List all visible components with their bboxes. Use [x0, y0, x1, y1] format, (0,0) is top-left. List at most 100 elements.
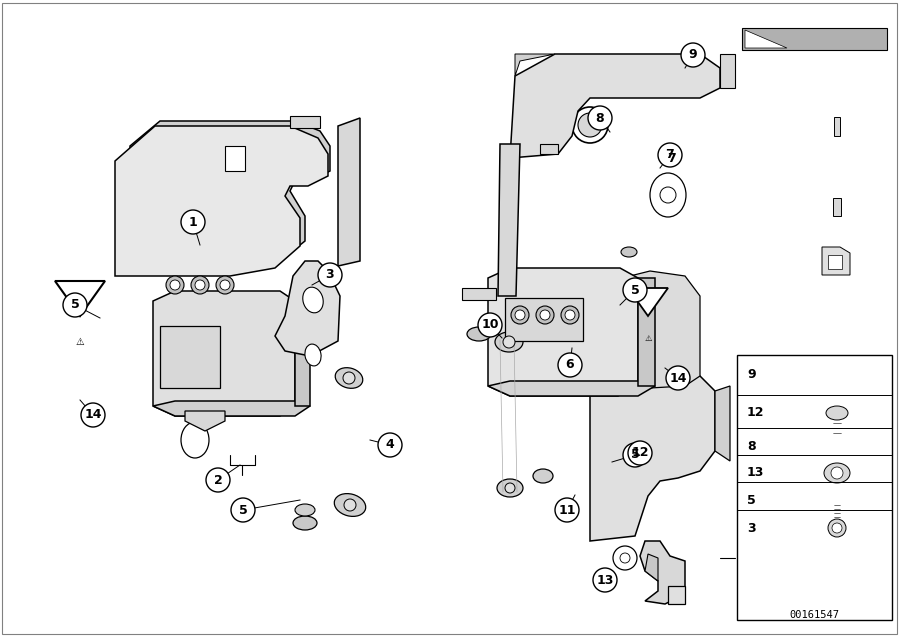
Ellipse shape	[824, 463, 850, 483]
Ellipse shape	[295, 504, 315, 516]
Polygon shape	[498, 144, 520, 296]
Circle shape	[561, 306, 579, 324]
Circle shape	[63, 293, 87, 317]
Circle shape	[515, 310, 525, 320]
Circle shape	[623, 278, 647, 302]
Polygon shape	[540, 144, 558, 154]
Polygon shape	[488, 381, 655, 396]
Ellipse shape	[181, 422, 209, 458]
Polygon shape	[510, 54, 720, 158]
Polygon shape	[225, 146, 245, 171]
Text: 13: 13	[747, 466, 764, 480]
Text: 1: 1	[189, 216, 197, 228]
Circle shape	[81, 403, 105, 427]
Circle shape	[681, 43, 705, 67]
Polygon shape	[153, 401, 310, 416]
Circle shape	[195, 280, 205, 290]
Text: 12: 12	[747, 406, 764, 420]
Circle shape	[505, 483, 515, 493]
Polygon shape	[590, 366, 715, 541]
Text: 3: 3	[747, 522, 756, 534]
Ellipse shape	[495, 332, 523, 352]
Polygon shape	[828, 255, 842, 269]
Text: 5: 5	[747, 494, 756, 506]
Circle shape	[181, 210, 205, 234]
Polygon shape	[720, 54, 735, 88]
Text: 9: 9	[747, 368, 756, 382]
Text: ⚠: ⚠	[76, 337, 85, 347]
Circle shape	[572, 107, 608, 143]
Circle shape	[593, 568, 617, 592]
Polygon shape	[833, 198, 841, 216]
Text: 8: 8	[747, 439, 756, 452]
Text: 5: 5	[238, 504, 248, 516]
Ellipse shape	[826, 406, 848, 420]
Circle shape	[540, 310, 550, 320]
Ellipse shape	[305, 344, 321, 366]
Circle shape	[344, 499, 356, 511]
Text: 3: 3	[326, 268, 334, 282]
Polygon shape	[275, 261, 340, 356]
Circle shape	[206, 468, 230, 492]
Circle shape	[216, 276, 234, 294]
Polygon shape	[338, 118, 360, 266]
Polygon shape	[715, 386, 730, 461]
Ellipse shape	[650, 173, 686, 217]
Polygon shape	[130, 121, 330, 261]
Text: 13: 13	[597, 574, 614, 586]
Circle shape	[166, 276, 184, 294]
Polygon shape	[630, 271, 700, 388]
Polygon shape	[153, 291, 295, 416]
Text: 14: 14	[85, 408, 102, 422]
Circle shape	[578, 113, 602, 137]
Polygon shape	[645, 554, 658, 581]
Circle shape	[220, 280, 230, 290]
Text: 7: 7	[668, 151, 677, 165]
Circle shape	[628, 441, 652, 465]
Circle shape	[478, 313, 502, 337]
Polygon shape	[638, 278, 655, 386]
Polygon shape	[834, 117, 840, 136]
Polygon shape	[505, 298, 583, 341]
Polygon shape	[515, 54, 555, 76]
Circle shape	[660, 187, 676, 203]
Text: 5: 5	[631, 284, 639, 296]
Text: 7: 7	[666, 148, 674, 162]
Text: 10: 10	[482, 319, 499, 331]
Polygon shape	[160, 326, 220, 388]
Bar	[737, 355, 892, 620]
Text: 11: 11	[558, 504, 576, 516]
Polygon shape	[618, 366, 640, 381]
Text: 8: 8	[596, 111, 604, 125]
Text: ⚠: ⚠	[644, 333, 652, 343]
Circle shape	[536, 306, 554, 324]
Circle shape	[378, 433, 402, 457]
Polygon shape	[745, 30, 787, 48]
Text: 14: 14	[670, 371, 687, 385]
Polygon shape	[462, 288, 496, 300]
Text: 5: 5	[70, 298, 79, 312]
Polygon shape	[628, 288, 668, 316]
Text: 4: 4	[385, 438, 394, 452]
Circle shape	[620, 553, 630, 563]
Text: 6: 6	[566, 359, 574, 371]
Circle shape	[555, 498, 579, 522]
Text: 9: 9	[688, 48, 698, 62]
Circle shape	[658, 143, 682, 167]
Circle shape	[623, 443, 647, 467]
Polygon shape	[488, 268, 638, 396]
Circle shape	[558, 353, 582, 377]
Polygon shape	[290, 116, 320, 128]
Circle shape	[170, 280, 180, 290]
Circle shape	[565, 310, 575, 320]
Circle shape	[191, 276, 209, 294]
Polygon shape	[640, 541, 685, 604]
Circle shape	[231, 498, 255, 522]
Text: 00161547: 00161547	[789, 610, 840, 620]
Ellipse shape	[335, 368, 363, 389]
Circle shape	[666, 366, 690, 390]
Circle shape	[588, 106, 612, 130]
Polygon shape	[115, 126, 328, 276]
Text: 5: 5	[631, 448, 639, 462]
Polygon shape	[55, 281, 105, 316]
